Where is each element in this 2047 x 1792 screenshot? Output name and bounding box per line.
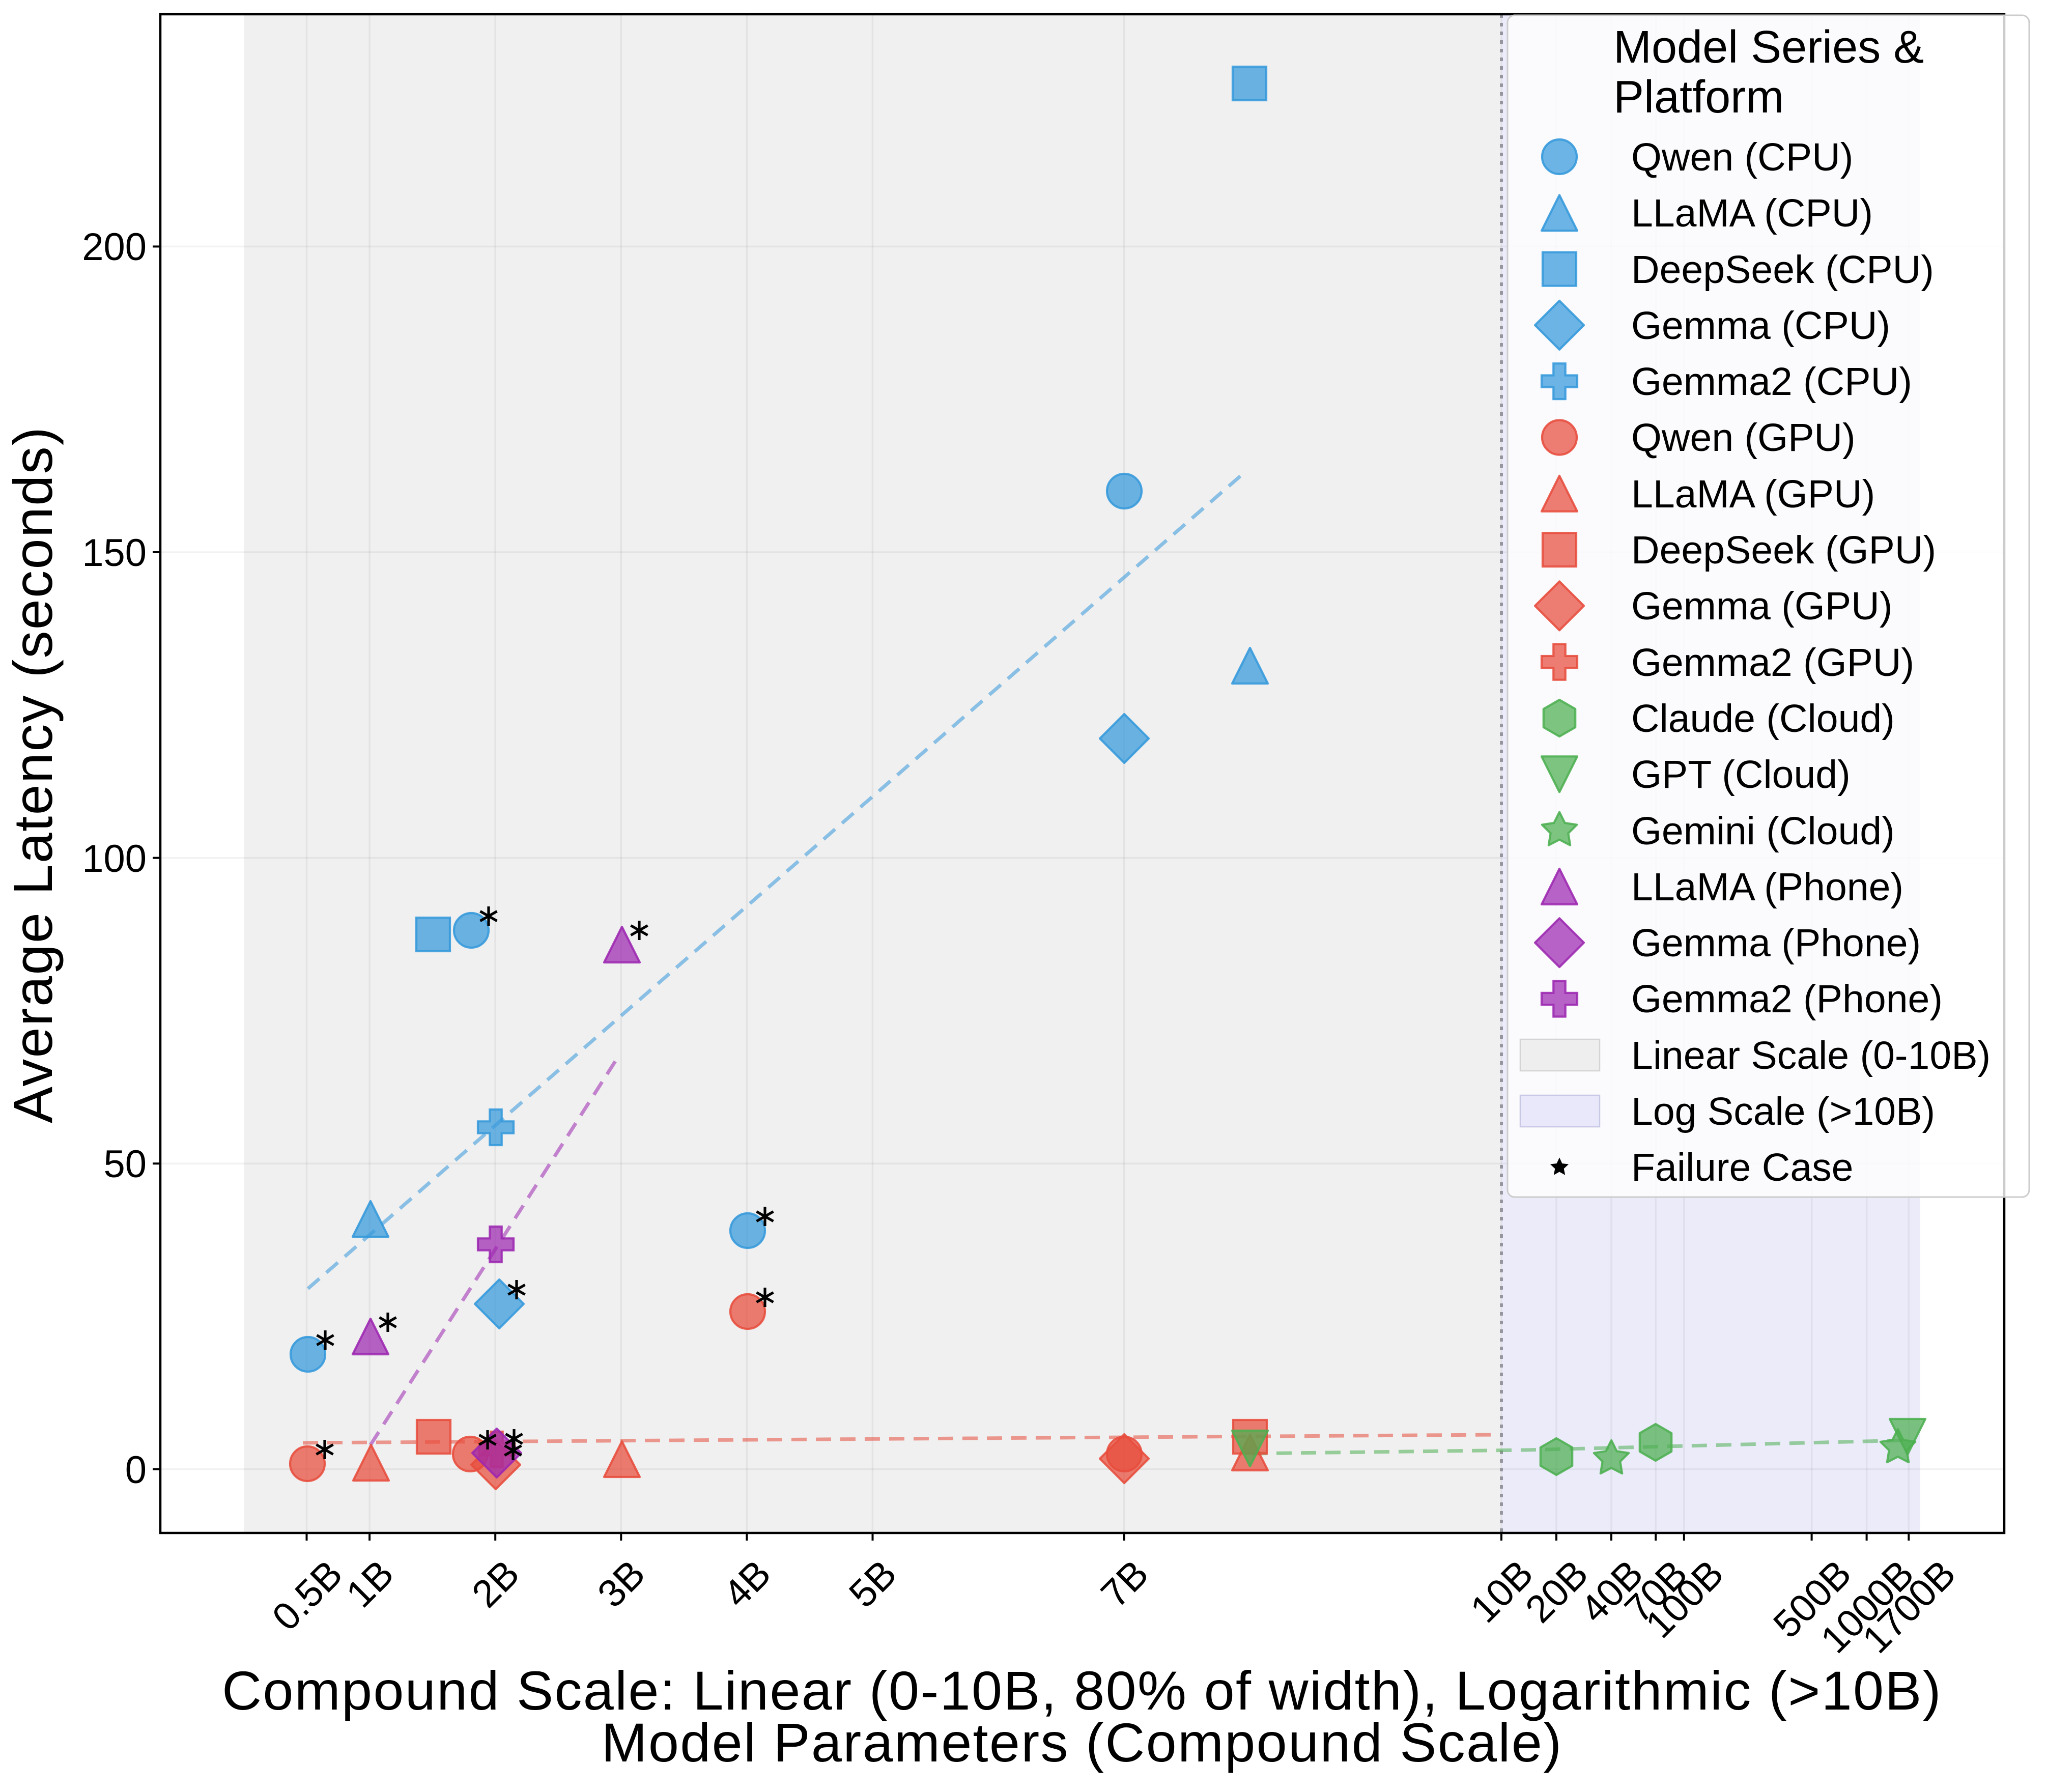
svg-text:0: 0 — [125, 1448, 147, 1492]
svg-text:Log Scale (>10B): Log Scale (>10B) — [1631, 1090, 1935, 1133]
svg-text:Model Parameters (Compound Sca: Model Parameters (Compound Scale) — [602, 1712, 1563, 1773]
svg-text:Gemma (GPU): Gemma (GPU) — [1631, 584, 1892, 628]
svg-text:LLaMA (GPU): LLaMA (GPU) — [1631, 472, 1875, 516]
svg-text:150: 150 — [82, 531, 147, 575]
svg-text:Qwen (GPU): Qwen (GPU) — [1631, 416, 1856, 460]
svg-text:GPT (Cloud): GPT (Cloud) — [1631, 753, 1851, 797]
svg-text:100: 100 — [82, 837, 147, 880]
svg-text:Qwen (CPU): Qwen (CPU) — [1631, 135, 1853, 179]
svg-text:Average Latency (seconds): Average Latency (seconds) — [2, 426, 64, 1123]
svg-text:DeepSeek (CPU): DeepSeek (CPU) — [1631, 248, 1934, 292]
svg-text:Gemini (Cloud): Gemini (Cloud) — [1631, 809, 1895, 853]
svg-text:Platform: Platform — [1613, 72, 1784, 123]
svg-text:Gemma (CPU): Gemma (CPU) — [1631, 304, 1890, 348]
svg-text:Failure Case: Failure Case — [1631, 1146, 1854, 1189]
svg-text:LLaMA (CPU): LLaMA (CPU) — [1631, 191, 1873, 235]
svg-text:200: 200 — [82, 225, 147, 269]
svg-text:DeepSeek (GPU): DeepSeek (GPU) — [1631, 528, 1936, 572]
svg-text:Gemma2 (CPU): Gemma2 (CPU) — [1631, 360, 1912, 404]
svg-text:Claude (Cloud): Claude (Cloud) — [1631, 697, 1895, 741]
svg-text:Compound Scale: Linear (0-10B,: Compound Scale: Linear (0-10B, 80% of wi… — [222, 1660, 1942, 1721]
svg-text:LLaMA (Phone): LLaMA (Phone) — [1631, 865, 1903, 909]
svg-text:Gemma2 (GPU): Gemma2 (GPU) — [1631, 641, 1914, 685]
svg-text:Linear Scale (0-10B): Linear Scale (0-10B) — [1631, 1034, 1991, 1077]
svg-text:Gemma (Phone): Gemma (Phone) — [1631, 921, 1921, 965]
svg-text:Model Series &: Model Series & — [1613, 22, 1924, 73]
svg-text:Gemma2 (Phone): Gemma2 (Phone) — [1631, 977, 1943, 1021]
svg-text:50: 50 — [103, 1143, 147, 1186]
